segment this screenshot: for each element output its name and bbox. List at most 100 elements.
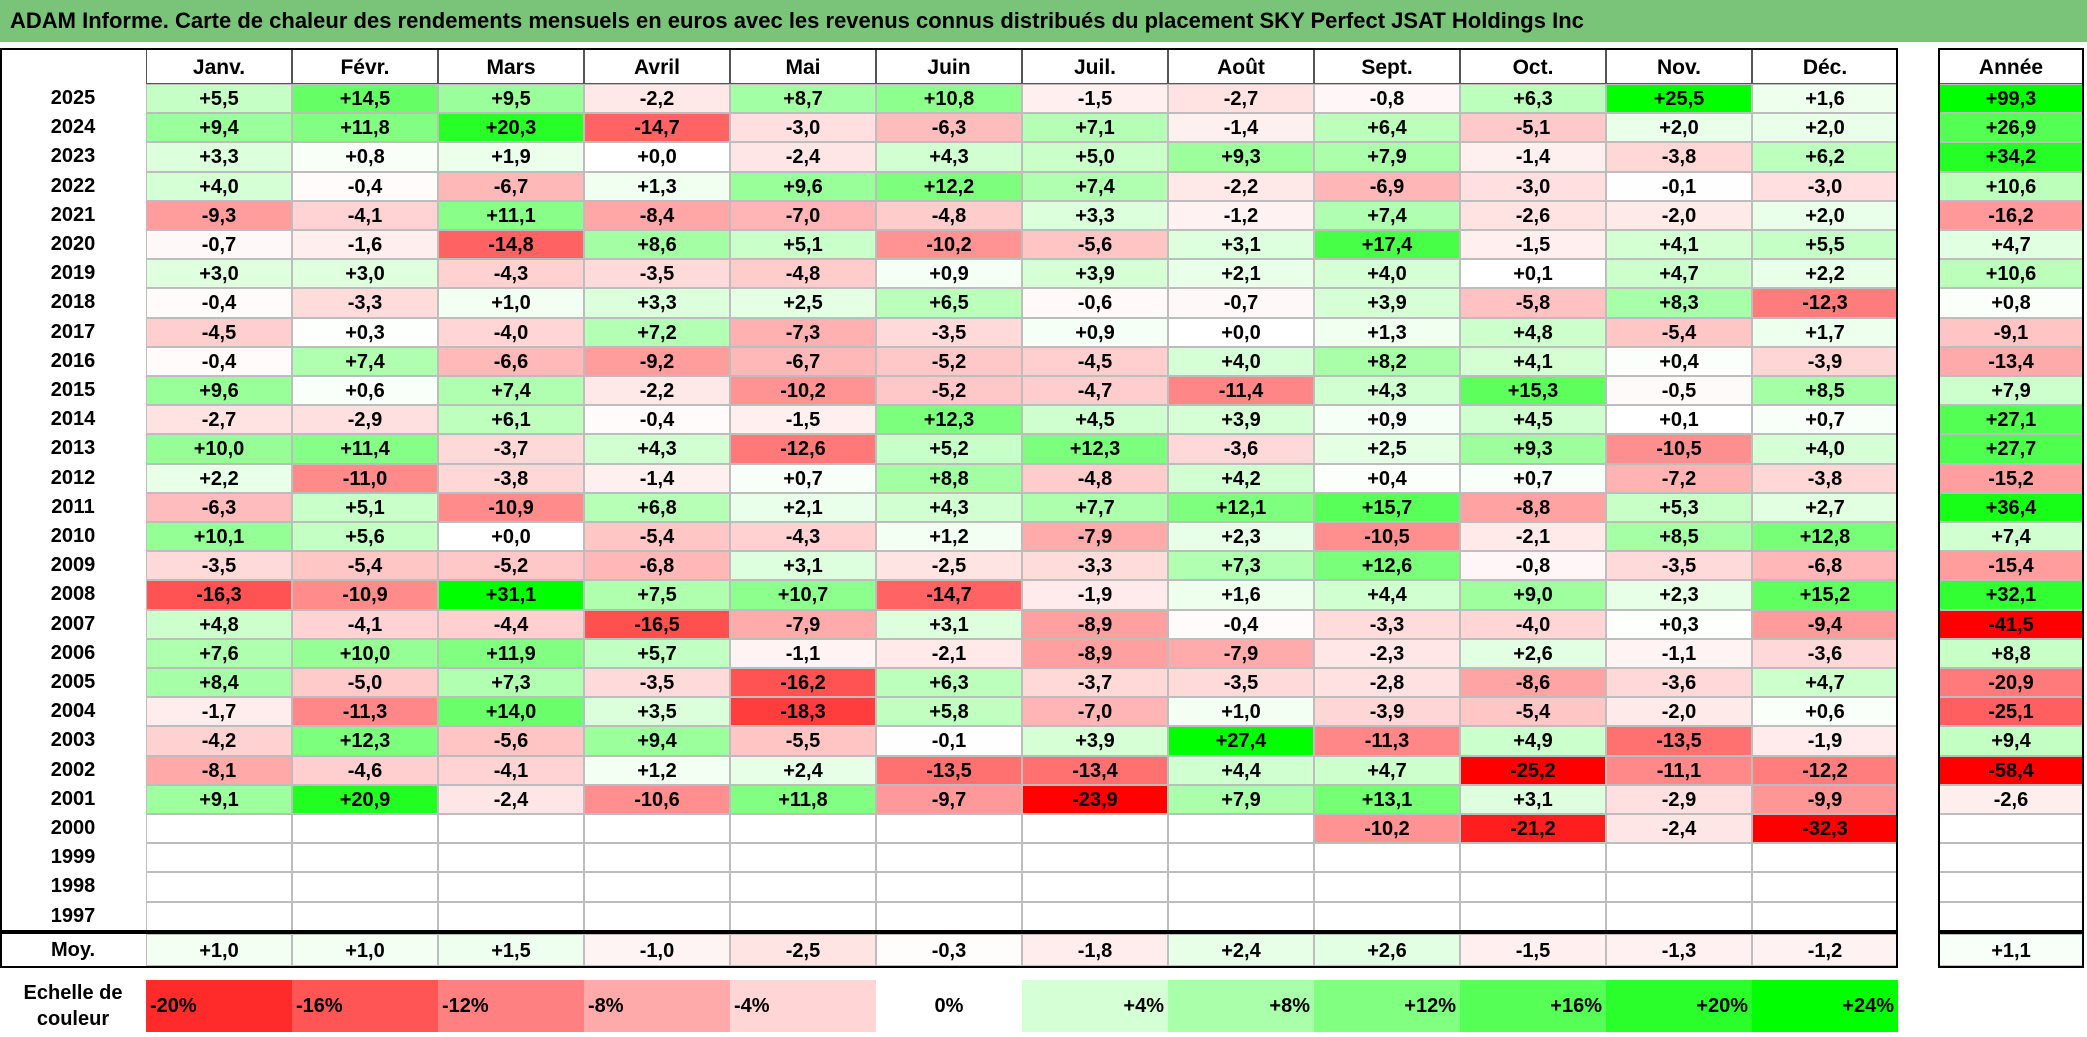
heatmap-cell: +4,5 xyxy=(1460,405,1606,435)
heatmap-cell: +0,0 xyxy=(438,522,584,552)
heatmap-cell: -6,7 xyxy=(438,171,584,201)
average-cell: -1,2 xyxy=(1752,934,1898,966)
heatmap-cell: +3,0 xyxy=(292,259,438,289)
heatmap-cell: +4,8 xyxy=(146,609,292,639)
heatmap-cell: -6,3 xyxy=(876,113,1022,143)
heatmap-cell: -4,7 xyxy=(1022,376,1168,406)
color-scale-swatch: +16% xyxy=(1460,980,1606,1032)
average-cell: +1,5 xyxy=(438,934,584,966)
month-header: Août xyxy=(1168,48,1314,84)
heatmap-cell: -9,9 xyxy=(1752,784,1898,814)
year-label: 2021 xyxy=(50,203,96,226)
heatmap-cell: -3,7 xyxy=(1022,668,1168,698)
heatmap-cell: +4,5 xyxy=(1022,405,1168,435)
heatmap-cell xyxy=(1168,843,1314,873)
color-scale-swatch: -20% xyxy=(146,980,292,1032)
year-label: 2002 xyxy=(50,758,96,781)
annual-cell: +9,4 xyxy=(1938,726,2084,756)
heatmap-cell: -5,4 xyxy=(1460,697,1606,727)
heatmap-cell: -13,5 xyxy=(1606,726,1752,756)
heatmap-cell: -2,1 xyxy=(876,638,1022,668)
heatmap-cell: +7,3 xyxy=(438,668,584,698)
chart-title: ADAM Informe. Carte de chaleur des rende… xyxy=(0,0,2087,42)
heatmap-cell: +4,0 xyxy=(1752,434,1898,464)
heatmap-cell: +8,4 xyxy=(146,668,292,698)
heatmap-cell: -1,9 xyxy=(1022,580,1168,610)
heatmap-cell: -13,5 xyxy=(876,755,1022,785)
heatmap-cell: -10,2 xyxy=(1314,814,1460,844)
heatmap-cell: +11,9 xyxy=(438,638,584,668)
heatmap-cell: +4,0 xyxy=(1168,346,1314,376)
heatmap-cell: -8,1 xyxy=(146,755,292,785)
heatmap-cell: -6,8 xyxy=(584,551,730,581)
heatmap-cell: +2,0 xyxy=(1752,113,1898,143)
heatmap-cell: -3,0 xyxy=(1460,171,1606,201)
heatmap-cell: -2,9 xyxy=(1606,784,1752,814)
heatmap-cell: -11,3 xyxy=(292,697,438,727)
heatmap-cell: -6,8 xyxy=(1752,551,1898,581)
heatmap-cell xyxy=(146,872,292,902)
average-cell: -1,0 xyxy=(584,934,730,966)
heatmap-cell: -23,9 xyxy=(1022,784,1168,814)
heatmap-cell xyxy=(1606,872,1752,902)
heatmap-cell xyxy=(876,872,1022,902)
heatmap-cell: +10,0 xyxy=(146,434,292,464)
heatmap-cell: -0,8 xyxy=(1460,551,1606,581)
heatmap-cell: -0,8 xyxy=(1314,84,1460,114)
heatmap-cell: +1,2 xyxy=(876,522,1022,552)
heatmap-cell: -3,9 xyxy=(1752,346,1898,376)
heatmap-cell: +6,3 xyxy=(876,668,1022,698)
heatmap-cell: +20,3 xyxy=(438,113,584,143)
heatmap-cell: +27,4 xyxy=(1168,726,1314,756)
heatmap-cell: -5,2 xyxy=(876,346,1022,376)
year-label: 2013 xyxy=(50,437,96,460)
heatmap-cell: -5,0 xyxy=(292,668,438,698)
heatmap-cell: -2,4 xyxy=(1606,814,1752,844)
year-label: 2025 xyxy=(50,87,96,109)
heatmap-cell: +4,4 xyxy=(1168,755,1314,785)
year-label: 2018 xyxy=(50,291,96,314)
month-header: Déc. xyxy=(1752,48,1898,84)
heatmap-cell: +4,9 xyxy=(1460,726,1606,756)
month-header: Nov. xyxy=(1606,48,1752,84)
heatmap-cell: +14,0 xyxy=(438,697,584,727)
heatmap-cell: +4,3 xyxy=(1314,376,1460,406)
annual-cell: -9,1 xyxy=(1938,317,2084,347)
month-header: Sept. xyxy=(1314,48,1460,84)
heatmap-cell: +5,0 xyxy=(1022,142,1168,172)
heatmap-cell: -5,8 xyxy=(1460,288,1606,318)
heatmap-cell: -13,4 xyxy=(1022,755,1168,785)
heatmap-cell: +2,4 xyxy=(730,755,876,785)
heatmap-cell: -0,4 xyxy=(146,288,292,318)
heatmap-cell: +0,7 xyxy=(730,463,876,493)
heatmap-cell: -2,4 xyxy=(438,784,584,814)
heatmap-cell: +5,7 xyxy=(584,638,730,668)
heatmap-cell: +3,1 xyxy=(876,609,1022,639)
heatmap-cell: +5,5 xyxy=(146,84,292,114)
annual-cell xyxy=(1938,872,2084,902)
heatmap-cell: +4,8 xyxy=(1460,317,1606,347)
year-label: 2023 xyxy=(50,145,96,168)
heatmap-cell: +11,8 xyxy=(730,784,876,814)
annual-cell: -41,5 xyxy=(1938,609,2084,639)
heatmap-cell: +5,2 xyxy=(876,434,1022,464)
heatmap-cell: +10,7 xyxy=(730,580,876,610)
heatmap-cell: -4,8 xyxy=(1022,463,1168,493)
heatmap-cell: -5,2 xyxy=(876,376,1022,406)
heatmap-cell: +8,5 xyxy=(1606,522,1752,552)
heatmap-cell xyxy=(584,843,730,873)
heatmap-cell: -1,7 xyxy=(146,697,292,727)
heatmap-cell: +7,7 xyxy=(1022,492,1168,522)
average-cell: -1,5 xyxy=(1460,934,1606,966)
heatmap-cell: +6,5 xyxy=(876,288,1022,318)
heatmap-cell: +2,5 xyxy=(1314,434,1460,464)
heatmap-cell: +4,1 xyxy=(1606,230,1752,260)
annual-cell: +10,6 xyxy=(1938,171,2084,201)
heatmap-cell: +20,9 xyxy=(292,784,438,814)
heatmap-cell: +4,3 xyxy=(584,434,730,464)
heatmap-cell: -4,1 xyxy=(292,609,438,639)
heatmap-cell: -12,2 xyxy=(1752,755,1898,785)
heatmap-cell: -3,5 xyxy=(584,668,730,698)
heatmap-cell: +1,2 xyxy=(584,755,730,785)
heatmap-cell xyxy=(730,901,876,931)
